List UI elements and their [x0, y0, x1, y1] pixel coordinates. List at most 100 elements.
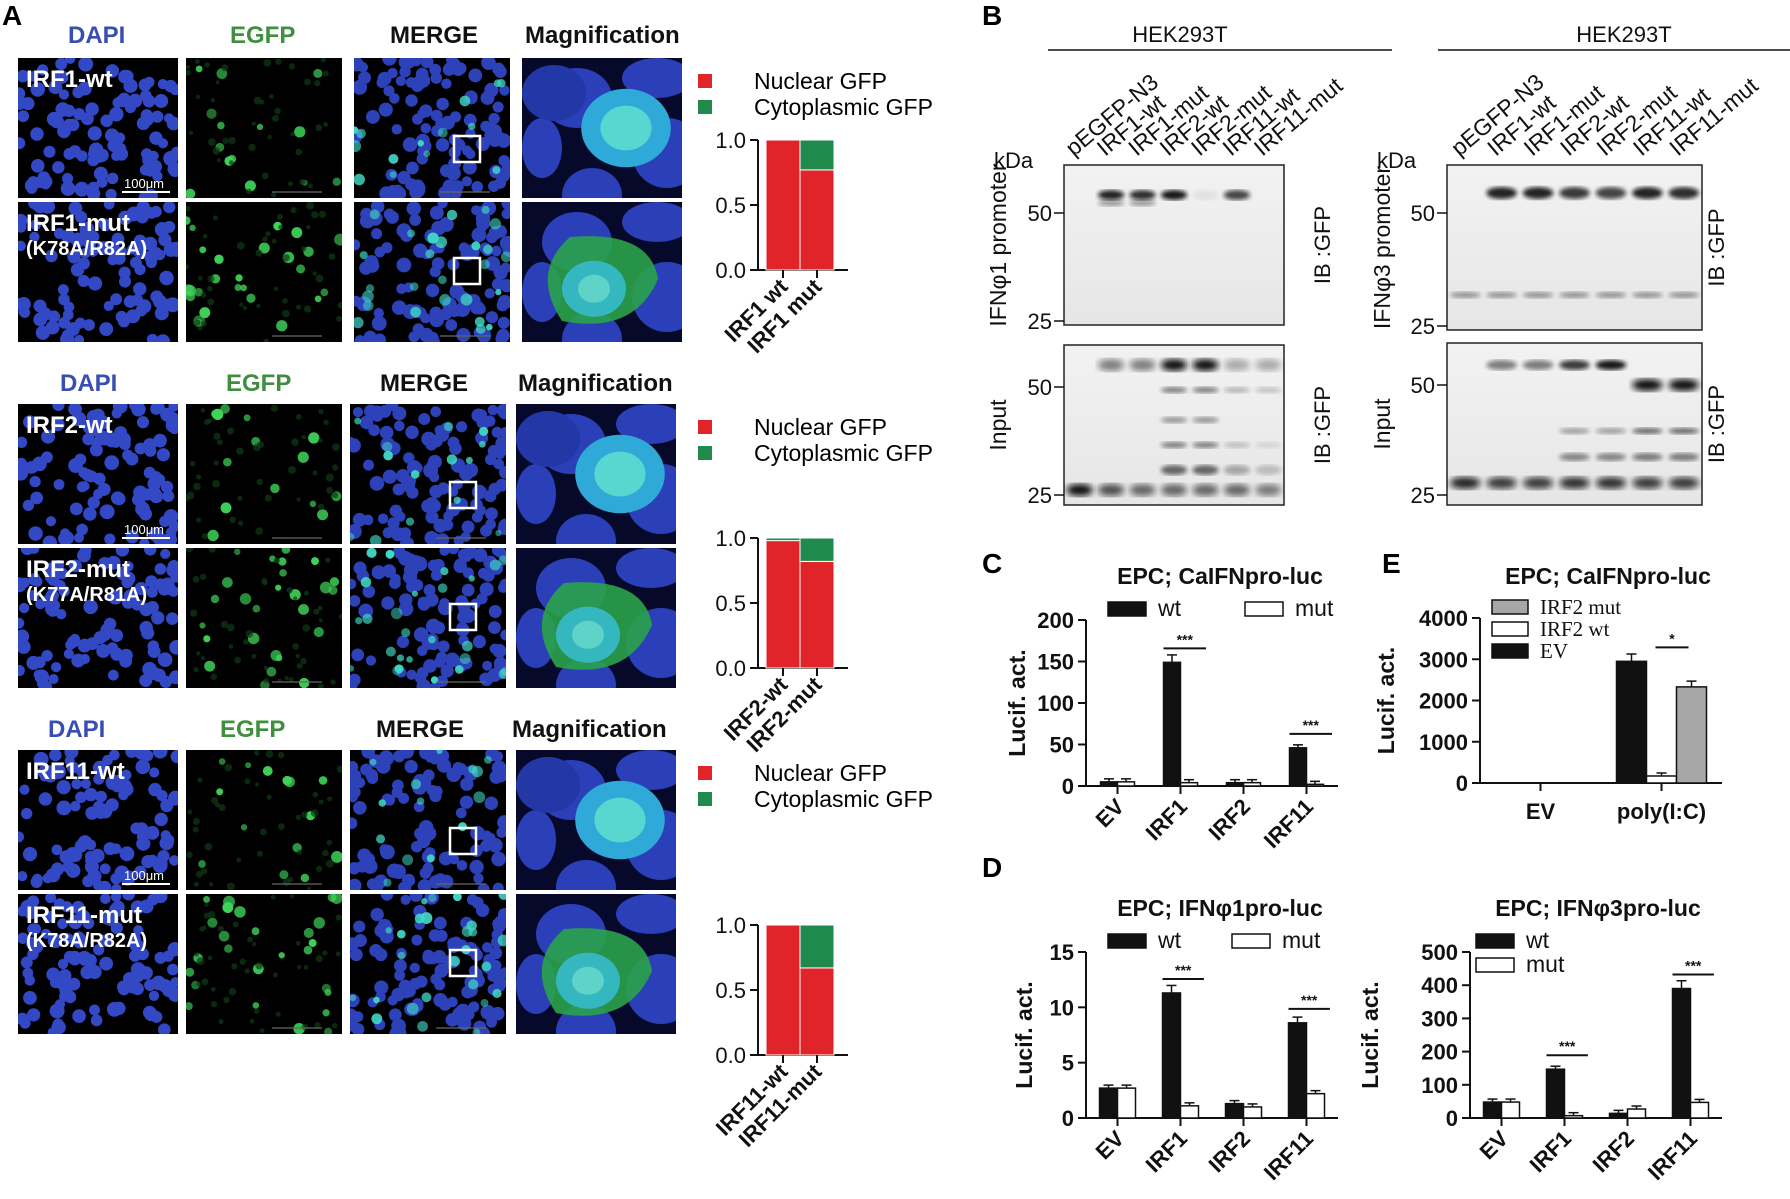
row-label-line: IRF11-mut — [26, 902, 143, 929]
bar — [1626, 1108, 1647, 1119]
micrograph-merge — [354, 58, 510, 198]
zoom-box — [448, 826, 478, 856]
micrograph-mag — [516, 404, 676, 544]
x-tick-label: poly(I:C) — [1617, 799, 1706, 824]
micrograph-mag — [522, 58, 682, 198]
legend-label: Cytoplasmic GFP — [754, 785, 933, 812]
bar-chart-D1: EPC; IFNφ1pro-luc Lucif. act. 0 5 10 15 EV IRF1… — [1011, 895, 1338, 1185]
micrograph-dapi: 100μm — [18, 58, 178, 198]
micrograph-dapi — [18, 202, 178, 342]
y-tick-label: 100 — [1421, 1073, 1458, 1098]
legend-swatch — [1475, 933, 1515, 949]
row-label-line: IRF1-mut — [26, 210, 130, 237]
bar — [1116, 1087, 1137, 1119]
bar — [1500, 1101, 1521, 1119]
scale-bar-label: 100μm — [124, 176, 164, 191]
panel-letter-b: B — [982, 0, 1003, 31]
bar — [1162, 661, 1182, 787]
header-merge: MERGE — [390, 22, 479, 49]
legend-swatch — [1107, 933, 1147, 949]
x-tick-label: IRF1 — [1141, 1126, 1192, 1177]
panel-letter-c: C — [982, 548, 1003, 579]
scale-bar-label: 100μm — [124, 868, 164, 883]
legend-label: IRF2 mut — [1540, 595, 1621, 619]
zoom-box — [448, 948, 478, 978]
micrograph-merge — [354, 202, 510, 342]
y-tick-label: 300 — [1421, 1006, 1458, 1031]
chart-title: EPC; IFNφ3pro-luc — [1495, 895, 1701, 921]
zoom-box — [452, 256, 482, 286]
x-tick-label: IRF11 — [1259, 1126, 1318, 1185]
stacked-bar-segment — [799, 924, 835, 969]
significance-label: *** — [1175, 962, 1192, 978]
header-egfp: EGFP — [230, 22, 296, 49]
legend-swatch — [1244, 601, 1284, 617]
legend-label: mut — [1295, 595, 1334, 621]
legend-swatch — [1231, 933, 1271, 949]
y-tick-label: 2000 — [1419, 689, 1468, 714]
y-tick-label: 0.0 — [715, 656, 746, 681]
bar — [1608, 1112, 1629, 1119]
panel-letter-e: E — [1382, 548, 1401, 579]
legend-swatch — [698, 446, 712, 460]
chart-title: EPC; CaIFNpro-luc — [1505, 563, 1711, 589]
bar — [1242, 1106, 1263, 1119]
row-label-line: IRF2-mut — [26, 556, 130, 583]
legend-label: EV — [1540, 639, 1568, 663]
y-tick-label: 15 — [1050, 940, 1074, 965]
legend-item-nuclear: Nuclear GFP — [698, 68, 933, 94]
bar — [1098, 1087, 1119, 1119]
legend-swatch — [698, 792, 712, 806]
y-tick-label: 200 — [1037, 608, 1074, 633]
bar — [1689, 1101, 1710, 1119]
legend-item-nuclear: Nuclear GFP — [698, 760, 933, 786]
chart-legend: wt mut — [1107, 595, 1334, 621]
y-tick-label: 0.0 — [715, 258, 746, 283]
y-tick-label: 200 — [1421, 1040, 1458, 1065]
legend-label: wt — [1525, 927, 1550, 953]
bar — [1545, 1068, 1566, 1119]
bar — [1116, 781, 1136, 787]
legend-swatch — [1491, 599, 1529, 615]
significance-label: *** — [1559, 1038, 1576, 1054]
bar — [1563, 1114, 1584, 1119]
significance-label: *** — [1303, 717, 1320, 733]
bar-chart-D2: EPC; IFNφ3pro-luc Lucif. act. 0 100 200 300 40… — [1357, 895, 1722, 1185]
bar — [1287, 1022, 1308, 1119]
stacked-bar-segment — [765, 924, 801, 1056]
bar — [1305, 783, 1325, 787]
legend-label: IRF2 wt — [1540, 617, 1610, 641]
legend-item-cyto: Cytoplasmic GFP — [698, 440, 933, 466]
header-merge: MERGE — [380, 370, 469, 397]
header-mag: Magnification — [512, 716, 667, 743]
legend-label: Cytoplasmic GFP — [754, 93, 933, 120]
panel-letter-a: A — [2, 0, 23, 31]
micrograph-merge — [350, 894, 506, 1034]
micrograph-merge — [350, 750, 506, 890]
y-tick-label: 4000 — [1419, 606, 1468, 631]
row-label: IRF1-mut (K78A/R82A) — [26, 210, 147, 261]
x-tick-label: IRF2 — [1204, 1126, 1255, 1177]
chart-title: EPC; CaIFNpro-luc — [1117, 563, 1323, 589]
stacked-bar-segment — [799, 169, 835, 271]
y-tick-label: 100 — [1037, 691, 1074, 716]
bar — [1225, 781, 1245, 787]
y-tick-label: 0.5 — [715, 193, 746, 218]
legend-label: Cytoplasmic GFP — [754, 439, 933, 466]
x-tick-label: EV — [1526, 799, 1556, 824]
legend-label: wt — [1157, 927, 1182, 953]
y-tick-label: 3000 — [1419, 647, 1468, 672]
chart-title: EPC; IFNφ1pro-luc — [1117, 895, 1323, 921]
x-tick-label: IRF1 — [1525, 1126, 1576, 1177]
panel-letter-d: D — [982, 852, 1003, 883]
stacked-bar-segment — [799, 967, 835, 1056]
bar-chart-C: EPC; CaIFNpro-luc Lucif. act. 0 50 100 150 200… — [1004, 563, 1338, 853]
bar — [1179, 1105, 1200, 1119]
legend-swatch — [698, 74, 712, 88]
y-tick-label: 5 — [1062, 1051, 1074, 1076]
micrograph-egfp — [186, 404, 342, 544]
row-label-mutation: (K77A/R81A) — [26, 584, 148, 606]
